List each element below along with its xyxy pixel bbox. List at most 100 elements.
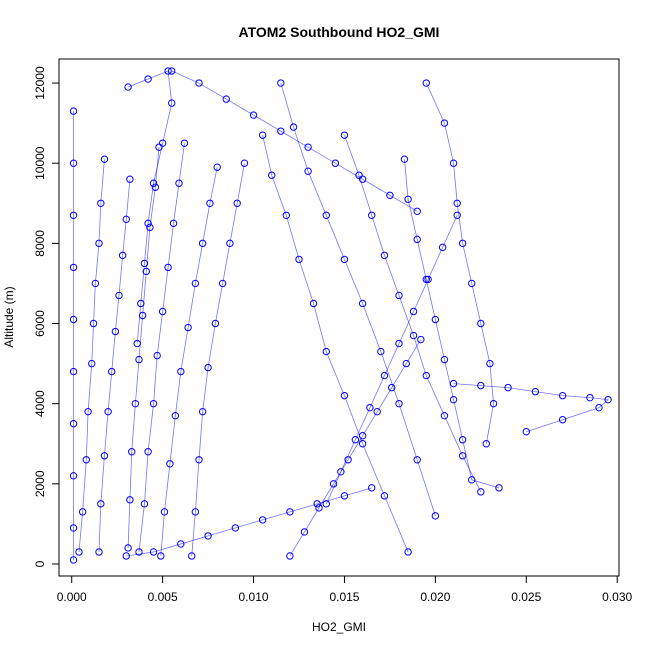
data-point (166, 460, 174, 468)
data-point (177, 540, 185, 548)
series-12 (400, 155, 503, 492)
data-point (315, 504, 323, 512)
series-path (160, 167, 218, 556)
data-point (122, 215, 130, 224)
data-point (149, 548, 158, 556)
data-point (440, 355, 449, 364)
data-point (95, 239, 103, 248)
data-point (282, 211, 290, 220)
series-path (425, 82, 494, 444)
data-point (122, 552, 130, 560)
data-points (69, 67, 612, 564)
data-point (140, 259, 149, 268)
data-point (531, 387, 540, 396)
data-point (468, 476, 476, 484)
data-point (69, 263, 78, 272)
series-4 (124, 143, 163, 552)
series-path (171, 70, 418, 212)
series-path (126, 487, 372, 557)
data-point (188, 552, 196, 560)
data-point (69, 159, 78, 167)
data-point (240, 159, 249, 167)
data-point (155, 143, 163, 151)
data-point (91, 279, 100, 288)
series-path (404, 159, 500, 489)
data-point (100, 452, 109, 460)
data-point (422, 79, 430, 87)
data-point (180, 139, 189, 147)
data-point (69, 211, 78, 220)
series-6 (157, 163, 221, 560)
data-point (204, 532, 212, 540)
data-point (84, 407, 92, 416)
data-point (171, 411, 180, 420)
data-point (135, 355, 143, 364)
chart-title: ATOM2 Southbound HO2_GMI (239, 24, 440, 40)
series-5 (135, 139, 189, 556)
data-point (322, 347, 330, 356)
data-point (213, 163, 221, 171)
data-point (126, 175, 134, 183)
data-point (295, 255, 303, 264)
series-path (138, 143, 185, 552)
data-point (422, 371, 430, 380)
series-18 (322, 211, 461, 508)
data-point (211, 319, 220, 328)
data-point (128, 448, 136, 456)
data-point (111, 327, 120, 336)
x-tick-label: 0.030 (602, 590, 632, 604)
data-point (522, 428, 530, 436)
data-point (137, 299, 145, 308)
data-point (340, 492, 349, 500)
data-point (69, 524, 78, 532)
data-point (100, 155, 109, 163)
data-point (131, 399, 140, 408)
data-point (504, 383, 512, 392)
data-point (404, 195, 412, 203)
x-tick-label: 0.005 (148, 590, 178, 604)
data-point (340, 391, 349, 400)
data-point (586, 393, 594, 402)
series-7 (188, 159, 249, 560)
data-point (97, 500, 105, 508)
data-point (558, 415, 567, 424)
data-point (78, 508, 87, 516)
data-point (404, 548, 412, 556)
series-3 (95, 175, 134, 556)
data-point (118, 251, 127, 260)
data-point (75, 548, 83, 556)
data-point (69, 367, 78, 376)
series-path (289, 339, 422, 557)
series-path (453, 383, 610, 433)
data-point (218, 279, 227, 288)
data-point (149, 399, 158, 408)
data-point (309, 299, 318, 308)
data-point (191, 279, 200, 288)
data-point (177, 367, 185, 376)
data-point (195, 456, 203, 464)
data-point (380, 251, 389, 260)
data-point (400, 155, 409, 163)
data-point (144, 448, 152, 456)
x-axis-label: HO2_GMI (312, 620, 366, 634)
data-point (286, 552, 294, 560)
data-point (69, 107, 78, 115)
data-point (458, 436, 467, 444)
data-point (191, 508, 200, 516)
data-point (449, 379, 458, 388)
data-point (417, 335, 425, 344)
data-point (184, 323, 192, 332)
data-point (69, 315, 78, 324)
data-point (300, 528, 309, 536)
data-point (358, 299, 367, 308)
data-point (595, 403, 603, 412)
data-point (458, 452, 467, 460)
data-point (558, 391, 567, 400)
data-point (358, 432, 367, 440)
data-point (458, 239, 467, 248)
series-15 (286, 335, 425, 560)
data-point (440, 119, 449, 127)
data-point (402, 359, 410, 368)
data-point (146, 223, 154, 232)
